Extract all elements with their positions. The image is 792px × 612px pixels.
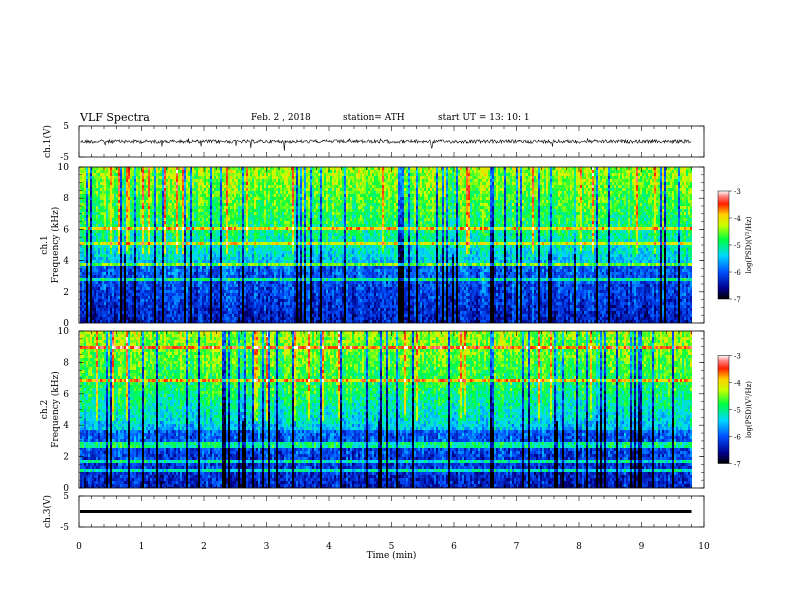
y-tick-label: 0 (63, 484, 69, 494)
x-axis-label: Time (min) (367, 550, 417, 561)
colorbar-tick-label: -4 (734, 215, 741, 223)
y-tick-label: 10 (58, 163, 70, 173)
y-axis-label: ch.1 (40, 235, 50, 254)
y-tick-label: 2 (63, 453, 69, 463)
y-tick-label: 10 (58, 327, 70, 337)
date-label: Feb. 2 , 2018 (251, 113, 311, 123)
x-tick-label: 0 (76, 542, 82, 552)
colorbar-tick-label: -7 (734, 461, 741, 469)
y-tick-label: -5 (60, 523, 69, 533)
x-tick-label: 2 (201, 542, 207, 552)
x-tick-label: 5 (389, 542, 395, 552)
ch1-waveform-trace (80, 137, 692, 151)
spectrogram-image (80, 167, 692, 323)
colorbar-tick-label: -6 (734, 269, 741, 277)
colorbar-tick-label: -3 (734, 353, 741, 361)
colorbar-tick-label: -4 (734, 380, 741, 388)
y-tick-label: 4 (63, 257, 69, 267)
y-tick-label: 0 (63, 319, 69, 329)
y-tick-label: 5 (63, 122, 69, 132)
y-tick-label: 2 (63, 288, 69, 298)
y-tick-label: 8 (63, 194, 69, 204)
x-tick-label: 10 (698, 542, 710, 552)
start-time-label: start UT = 13: 10: 1 (438, 113, 530, 123)
colorbar-label: log(PSD)(V²/Hz) (745, 381, 753, 438)
y-tick-label: 5 (63, 492, 69, 502)
x-tick-label: 7 (514, 542, 520, 552)
y-axis-label: ch.3(V) (42, 495, 53, 528)
y-tick-label: 8 (63, 358, 69, 368)
x-tick-label: 3 (264, 542, 270, 552)
plot-title: VLF Spectra (80, 111, 150, 124)
y-axis-label: ch.2 (40, 400, 50, 419)
colorbar-tick-label: -5 (734, 407, 741, 415)
colorbar-tick-label: -5 (734, 242, 741, 250)
colorbar (717, 355, 730, 464)
y-axis-label: ch.1(V) (42, 125, 53, 158)
colorbar-tick-label: -6 (734, 434, 741, 442)
y-axis-label: Frequency (kHz) (50, 371, 61, 448)
colorbar-label: log(PSD)(V²/Hz) (745, 216, 753, 273)
colorbar (717, 190, 730, 300)
x-tick-label: 6 (451, 542, 457, 552)
colorbar-tick-label: -3 (734, 188, 741, 196)
x-tick-label: 1 (139, 542, 145, 552)
y-tick-label: 6 (63, 225, 69, 235)
y-tick-label: 6 (63, 390, 69, 400)
colorbar-tick-label: -7 (734, 296, 741, 304)
y-tick-label: -5 (60, 153, 69, 163)
x-tick-label: 4 (326, 542, 332, 552)
station-label: station= ATH (343, 113, 405, 123)
y-axis-label: Frequency (kHz) (50, 207, 61, 284)
x-tick-label: 9 (639, 542, 645, 552)
spectrogram-image (80, 331, 692, 488)
x-tick-label: 8 (576, 542, 582, 552)
y-tick-label: 4 (63, 421, 69, 431)
